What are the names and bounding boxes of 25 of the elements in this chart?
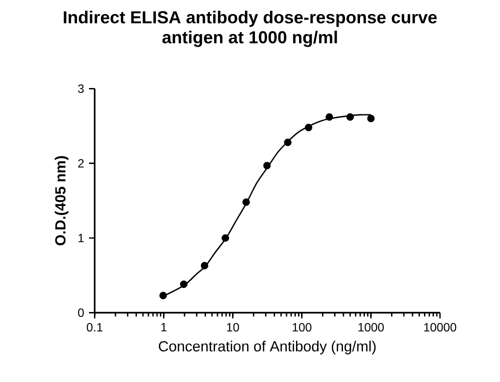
point — [159, 292, 167, 300]
chart-subtitle: antigen at 1000 ng/ml — [162, 30, 337, 47]
point — [180, 280, 188, 288]
x-tick-label: 10 — [227, 323, 240, 332]
x-tick-label: 1 — [161, 323, 166, 332]
point — [242, 198, 250, 206]
point — [367, 114, 375, 122]
point — [263, 162, 271, 170]
point — [346, 113, 354, 121]
y-tick-label: 3 — [78, 84, 84, 93]
x-tick-label: 10000 — [424, 323, 456, 332]
y-tick-label: 2 — [78, 159, 84, 168]
chart-title: Indirect ELISA antibody dose-response curve — [64, 10, 437, 27]
y-tick-label: 1 — [78, 234, 84, 242]
y-axis-title: O.D.(405 nm) — [54, 156, 68, 246]
point — [326, 113, 334, 121]
point — [304, 124, 312, 132]
y-tick-label: 0 — [78, 308, 84, 317]
x-tick-label: 1000 — [358, 323, 384, 332]
point — [200, 262, 208, 270]
x-axis-title: Concentration of Antibody (ng/ml) — [158, 340, 376, 354]
point — [284, 138, 292, 146]
x-tick-label: 100 — [292, 323, 312, 332]
x-tick-label: 0.1 — [86, 323, 102, 332]
point — [222, 234, 230, 242]
